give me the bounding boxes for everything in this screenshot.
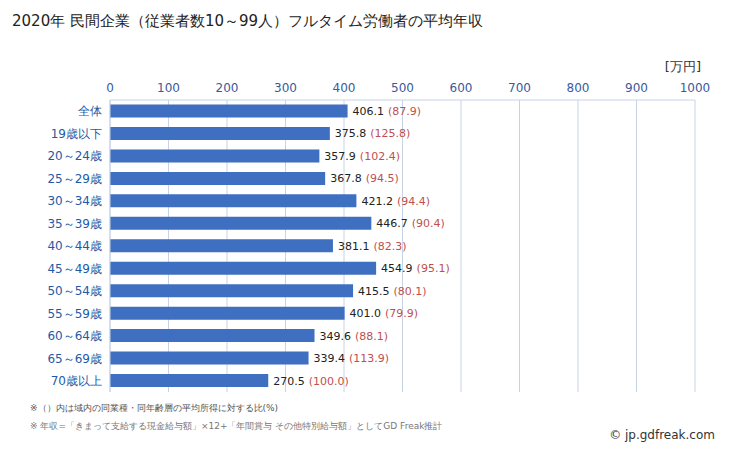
svg-text:45～49歳: 45～49歳 xyxy=(47,262,102,276)
svg-text:40～44歳: 40～44歳 xyxy=(47,239,102,253)
svg-text:20～24歳: 20～24歳 xyxy=(47,149,102,163)
html-text:[万円]: [万円] xyxy=(664,59,701,74)
svg-text:357.9(102.4): 357.9(102.4) xyxy=(324,149,400,162)
svg-text:700: 700 xyxy=(508,81,531,95)
svg-text:800: 800 xyxy=(567,81,590,95)
svg-text:300: 300 xyxy=(274,81,297,95)
svg-text:19歳以下: 19歳以下 xyxy=(51,127,102,141)
svg-text:30～34歳: 30～34歳 xyxy=(47,194,102,208)
svg-text:500: 500 xyxy=(391,81,414,95)
html-text:※（）内は域内の同業種・同年齢層の平均所得に対する比(%): ※（）内は域内の同業種・同年齢層の平均所得に対する比(%) xyxy=(30,403,279,413)
svg-text:421.2(94.4): 421.2(94.4) xyxy=(361,194,430,207)
svg-text:50～54歳: 50～54歳 xyxy=(47,284,102,298)
svg-text:1000: 1000 xyxy=(680,81,711,95)
svg-text:446.7(90.4): 446.7(90.4) xyxy=(376,217,445,230)
svg-text:100: 100 xyxy=(157,81,180,95)
svg-text:55～59歳: 55～59歳 xyxy=(47,307,102,321)
svg-text:0: 0 xyxy=(106,81,114,95)
svg-text:65～69歳: 65～69歳 xyxy=(47,352,102,366)
svg-text:200: 200 xyxy=(216,81,239,95)
svg-text:375.8(125.8): 375.8(125.8) xyxy=(335,127,411,140)
svg-text:全体: 全体 xyxy=(78,104,102,118)
svg-text:60～64歳: 60～64歳 xyxy=(47,329,102,343)
svg-text:381.1(82.3): 381.1(82.3) xyxy=(338,239,407,252)
svg-text:400: 400 xyxy=(333,81,356,95)
svg-text:25～29歳: 25～29歳 xyxy=(47,172,102,186)
svg-text:70歳以上: 70歳以上 xyxy=(51,374,102,388)
html-text:※ 年収=「きまって支給する現金給与額」×12+「年間賞与: ※ 年収=「きまって支給する現金給与額」×12+「年間賞与 その他特別給与額」と… xyxy=(30,421,443,431)
svg-text:401.0(79.9): 401.0(79.9) xyxy=(350,307,419,320)
svg-text:900: 900 xyxy=(625,81,648,95)
html-text:2020年 民間企業（従業者数10～99人）フルタイム労働者: 2020年 民間企業（従業者数10～99人）フルタイム労働者の平均年収 xyxy=(12,12,484,30)
svg-text:454.9(95.1): 454.9(95.1) xyxy=(381,262,450,275)
svg-text:270.5(100.0): 270.5(100.0) xyxy=(273,374,349,387)
svg-text:35～39歳: 35～39歳 xyxy=(47,217,102,231)
svg-text:406.1(87.9): 406.1(87.9) xyxy=(353,104,422,117)
html-text:© jp.gdfreak.com: © jp.gdfreak.com xyxy=(609,428,715,442)
svg-text:600: 600 xyxy=(450,81,473,95)
svg-text:349.6(88.1): 349.6(88.1) xyxy=(320,329,389,342)
svg-text:415.5(80.1): 415.5(80.1) xyxy=(358,284,427,297)
svg-text:339.4(113.9): 339.4(113.9) xyxy=(314,352,390,365)
svg-text:367.8(94.5): 367.8(94.5) xyxy=(330,172,399,185)
